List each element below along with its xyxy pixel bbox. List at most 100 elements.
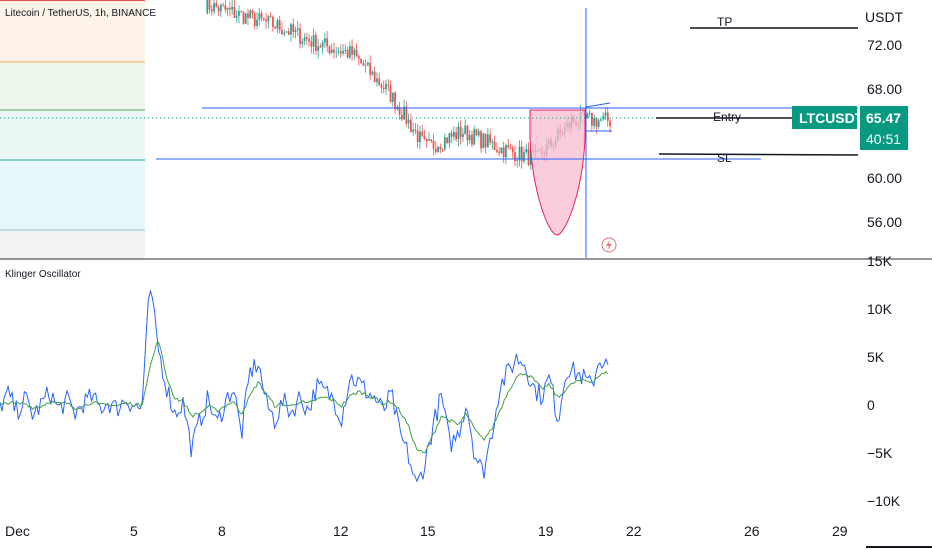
- candle-body: [215, 3, 218, 8]
- candle-body: [500, 147, 503, 154]
- candle-body: [452, 132, 455, 137]
- candle-body: [274, 27, 277, 29]
- candle-body: [219, 4, 222, 12]
- candle-body: [222, 4, 225, 6]
- candle-body: [294, 30, 297, 33]
- candle-body: [210, 9, 213, 12]
- candle-body: [285, 31, 288, 33]
- candle-body: [348, 46, 351, 58]
- candle-body: [362, 63, 365, 66]
- candle-body: [414, 129, 417, 131]
- candle-body: [342, 50, 344, 54]
- candle-body: [446, 137, 448, 144]
- candle-body: [387, 84, 390, 86]
- indicator-tick: −10K: [867, 493, 901, 509]
- candle-body: [475, 129, 478, 136]
- candle-body: [355, 49, 358, 57]
- candle-body: [278, 20, 281, 30]
- candle-body: [308, 39, 310, 42]
- sl-line[interactable]: [658, 153, 859, 156]
- candle-body: [321, 42, 324, 48]
- candle-body: [489, 134, 491, 143]
- candle-body: [525, 149, 528, 153]
- event-marker[interactable]: [601, 237, 617, 253]
- indicator-tick: 5K: [867, 349, 885, 365]
- candle-body: [459, 126, 462, 138]
- candle-body: [455, 132, 458, 140]
- candle-body: [398, 106, 401, 115]
- time-axis[interactable]: Dec 5 8 12 15 19 22 26 29: [5, 523, 848, 539]
- price-axis[interactable]: USDT 72.00 68.00 60.00 56.00: [865, 9, 904, 230]
- indicator-tick: 0: [867, 397, 875, 413]
- candle-body: [249, 10, 252, 18]
- candle-body: [507, 145, 510, 148]
- indicator-tick: 10K: [867, 301, 893, 317]
- badge-symbol: LTCUSDT: [799, 110, 864, 126]
- candle-body: [335, 51, 338, 53]
- candle-body: [437, 147, 439, 153]
- candle-body: [276, 20, 279, 29]
- time-tick: 15: [420, 523, 436, 539]
- symbol-title: Litecoin / TetherUS, 1h, BINANCE: [5, 8, 156, 19]
- indicator-tick: −5K: [867, 445, 893, 461]
- candle-body: [319, 46, 322, 48]
- candle-body: [493, 141, 496, 150]
- candle-body: [369, 62, 372, 75]
- candle-body: [430, 139, 433, 142]
- candle-body: [409, 119, 412, 132]
- candle-body: [262, 18, 265, 20]
- candle-body: [518, 146, 521, 161]
- candle-body: [344, 50, 347, 51]
- candle-body: [509, 147, 512, 148]
- candle-body: [473, 129, 476, 145]
- candle-body: [380, 85, 383, 88]
- time-tick: 5: [130, 523, 138, 539]
- candle-body: [253, 13, 256, 27]
- candle-body: [360, 58, 363, 64]
- candle-body: [477, 131, 480, 136]
- candle-body: [337, 51, 340, 53]
- candle-body: [412, 129, 415, 132]
- candle-body: [346, 50, 349, 58]
- candle-body: [416, 130, 419, 143]
- candle-body: [235, 16, 238, 18]
- candle-body: [226, 7, 229, 10]
- candle-body: [604, 112, 607, 116]
- time-tick: 8: [218, 523, 226, 539]
- candle-body: [328, 46, 331, 54]
- symbol-badge[interactable]: LTCUSDT 65.47 40:51: [792, 106, 908, 150]
- badge-price: 65.47: [866, 110, 901, 126]
- candle-body: [602, 115, 605, 120]
- candle-body: [382, 87, 385, 90]
- candle-body: [367, 62, 369, 65]
- candle-body: [310, 41, 313, 47]
- candle-body: [317, 46, 320, 52]
- candle-body: [312, 35, 315, 47]
- candle-body: [593, 117, 596, 126]
- signal-line: [0, 341, 609, 454]
- candle-body: [407, 119, 410, 124]
- candle-body: [371, 71, 374, 75]
- time-tick: 19: [538, 523, 554, 539]
- candle-body: [206, 0, 209, 14]
- candle-body: [244, 13, 247, 24]
- candle-body: [405, 106, 408, 124]
- candle-body: [251, 10, 254, 14]
- candle-body: [529, 150, 532, 165]
- candle-body: [471, 134, 473, 145]
- price-tick: 60.00: [867, 170, 902, 186]
- candle-body: [333, 49, 335, 53]
- candle-body: [498, 151, 501, 154]
- candle-body: [432, 141, 435, 149]
- candle-body: [292, 24, 295, 33]
- price-tick: 68.00: [867, 81, 902, 97]
- candle-body: [434, 148, 437, 153]
- cup-pattern: [529, 109, 586, 236]
- sl-label: SL: [717, 151, 732, 165]
- candle-body: [421, 131, 424, 136]
- candle-body: [495, 149, 498, 152]
- candle-body: [484, 133, 487, 148]
- indicator-axis[interactable]: 15K 10K 5K 0 −5K −10K: [867, 253, 901, 509]
- candle-body: [287, 31, 290, 35]
- candle-body: [339, 51, 342, 54]
